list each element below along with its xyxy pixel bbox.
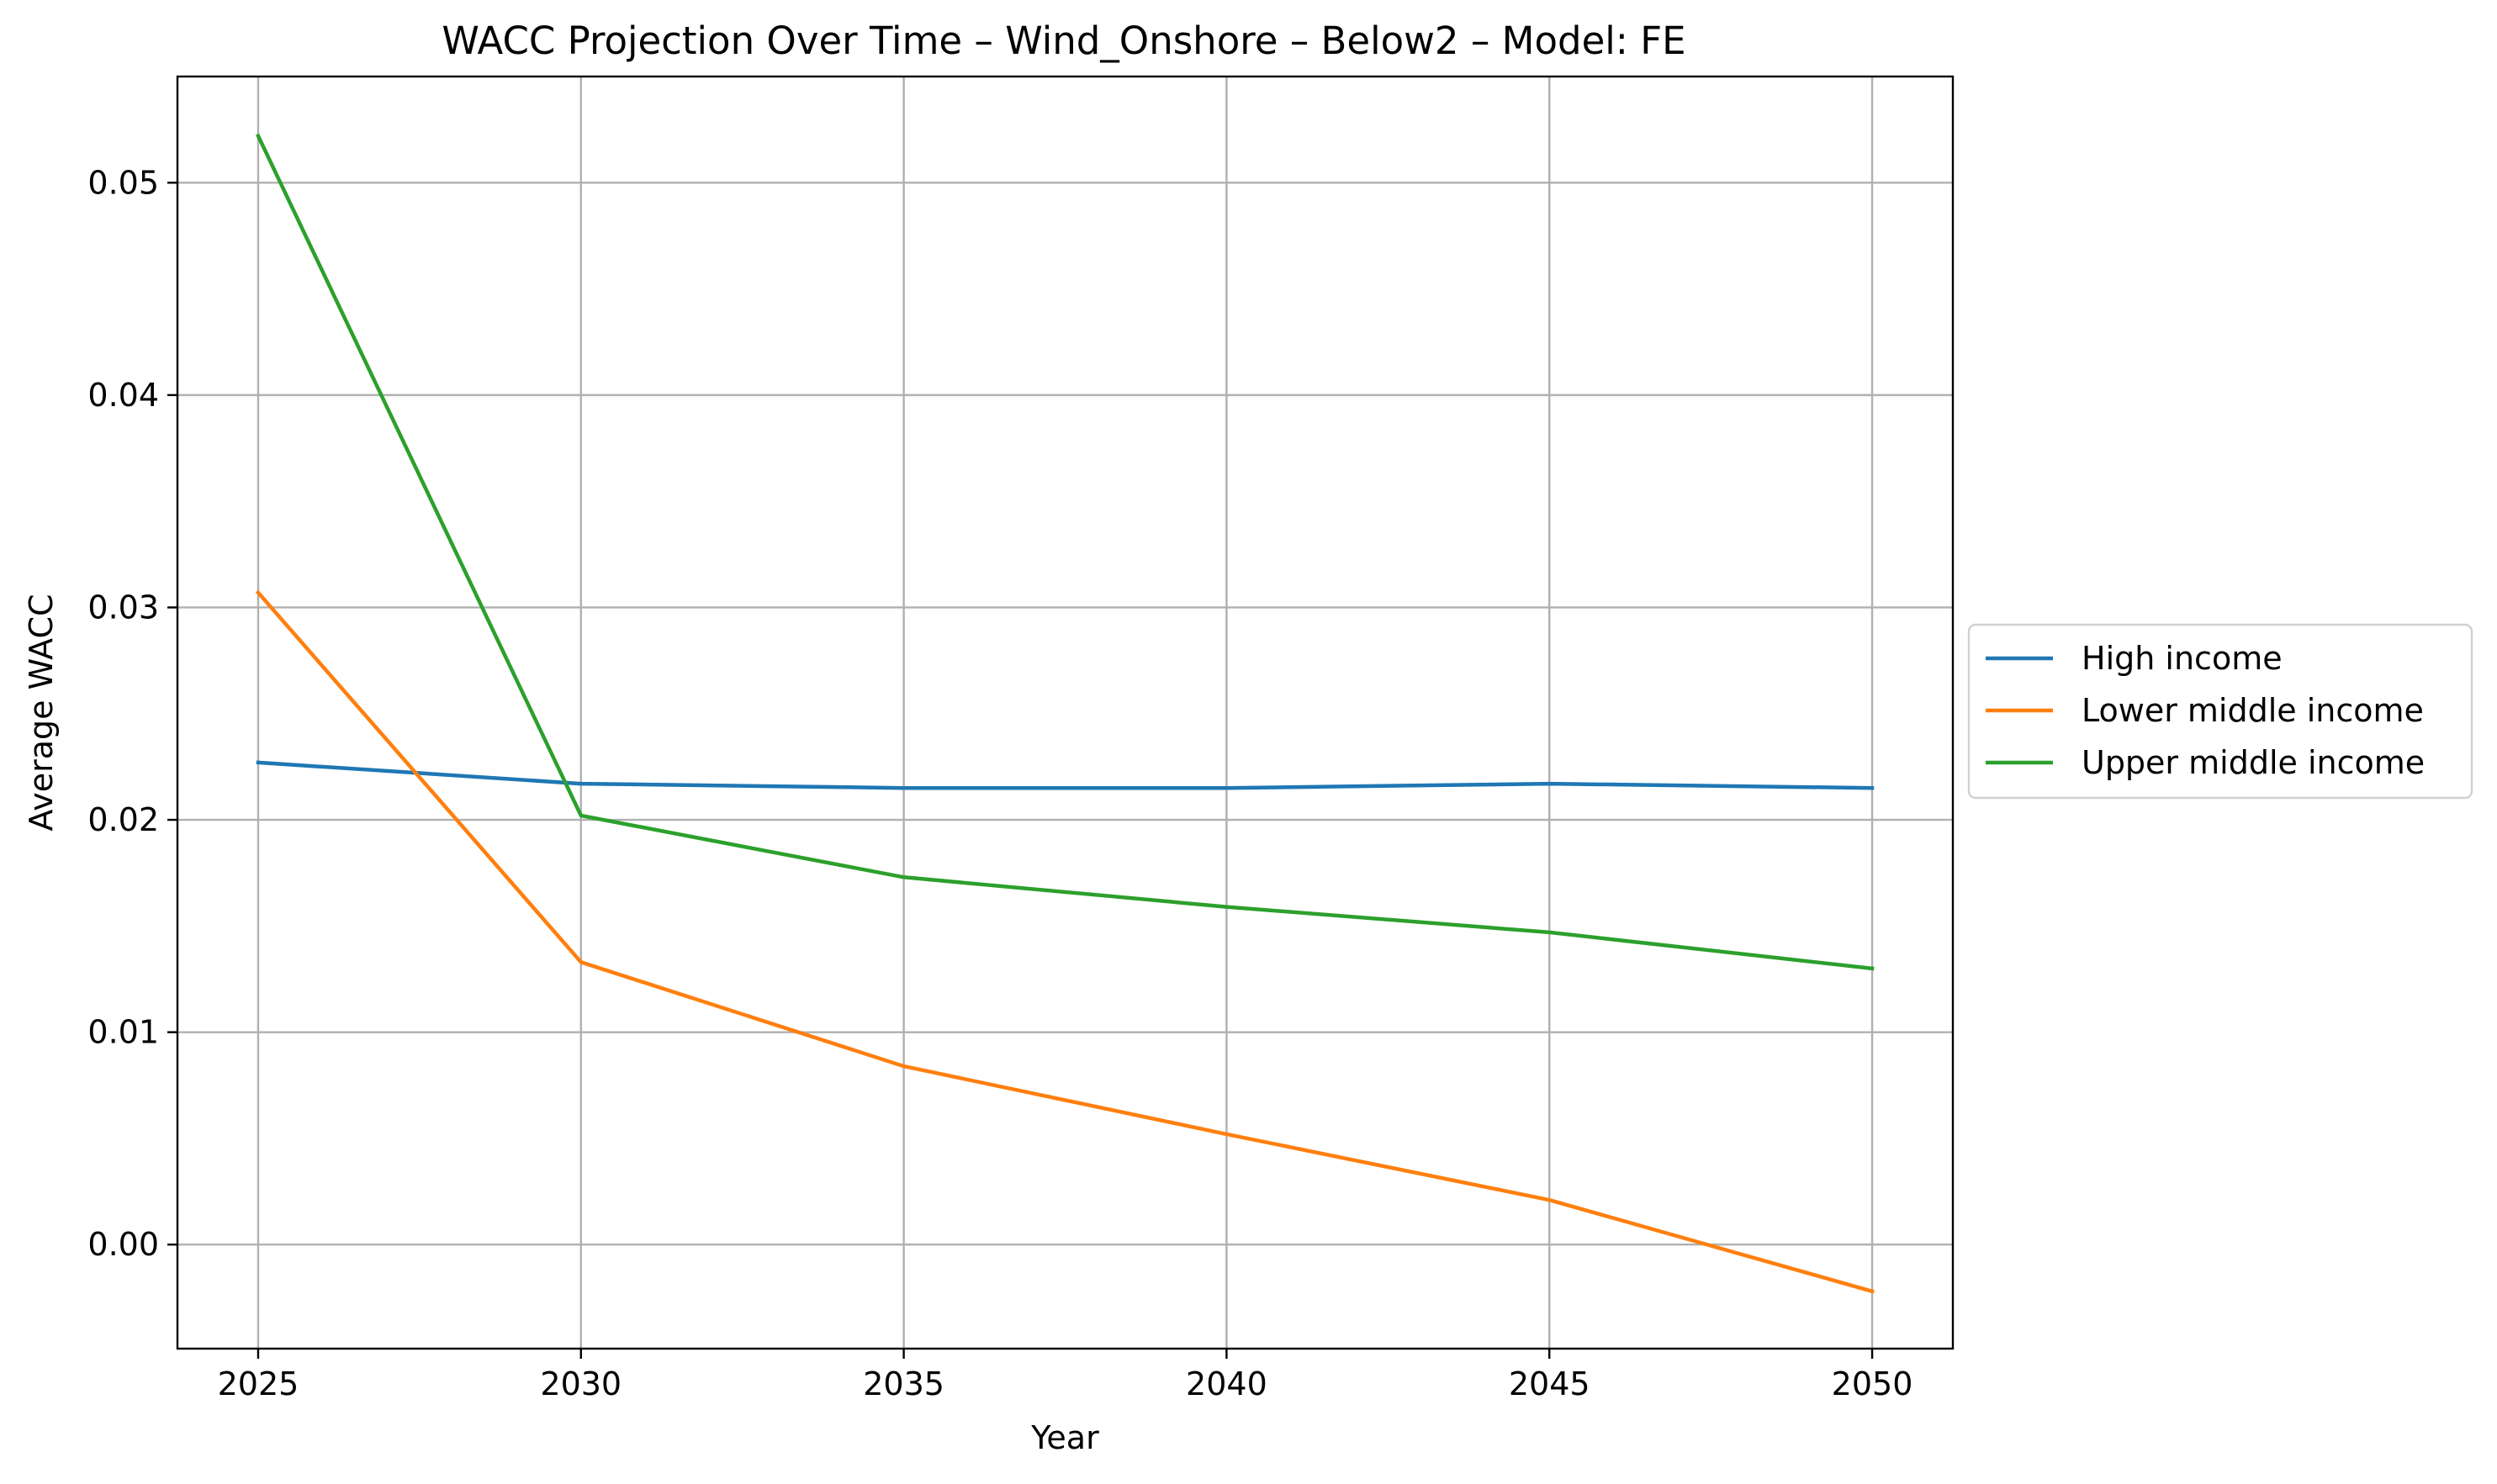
- y-tick-label: 0.04: [87, 377, 159, 414]
- grid-lines: [177, 77, 1953, 1349]
- y-axis-label: Average WACC: [23, 594, 60, 831]
- x-tick-label: 2045: [1509, 1365, 1590, 1402]
- series-line-high-income: [256, 760, 1875, 790]
- legend: High income Lower middle income Upper midd…: [1967, 623, 2473, 800]
- x-axis-label: Year: [1030, 1419, 1099, 1456]
- y-tick-label: 0.01: [87, 1014, 159, 1051]
- x-axis: 2025 2030 2035 2040 2045 2050: [218, 1349, 1913, 1402]
- series-line-upper-middle-income: [256, 133, 1875, 971]
- series-lines: [255, 133, 1875, 1294]
- y-tick-label: 0.03: [87, 589, 159, 626]
- x-tick-label: 2025: [218, 1365, 299, 1402]
- x-tick-label: 2050: [1832, 1365, 1913, 1402]
- y-axis: 0.00 0.01 0.02 0.03 0.04 0.05: [87, 164, 177, 1263]
- plot-frame: [176, 75, 1955, 1350]
- legend-label-high-income: High income: [2082, 640, 2283, 677]
- y-tick-label: 0.02: [87, 801, 159, 838]
- legend-label-upper-middle-income: Upper middle income: [2082, 744, 2425, 781]
- y-tick-label: 0.05: [87, 164, 159, 201]
- legend-label-lower-middle-income: Lower middle income: [2082, 692, 2424, 729]
- legend-box: [1967, 623, 2473, 800]
- x-tick-label: 2030: [540, 1365, 622, 1402]
- chart-title: WACC Projection Over Time – Wind_Onshore…: [442, 18, 1685, 63]
- x-tick-label: 2040: [1186, 1365, 1267, 1402]
- series-line-lower-middle-income: [255, 589, 1875, 1294]
- y-tick-label: 0.00: [87, 1226, 159, 1263]
- x-tick-label: 2035: [863, 1365, 944, 1402]
